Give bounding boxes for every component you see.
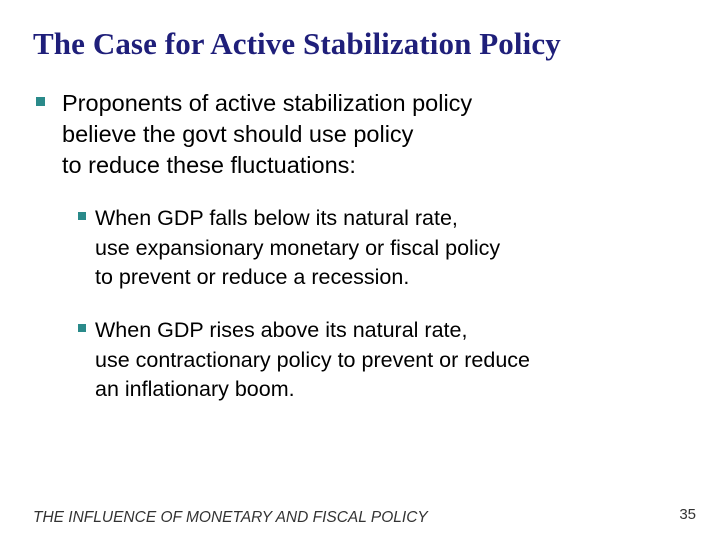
bullet-line: use contractionary policy to prevent or … — [95, 347, 531, 372]
bullet-item-level1: Proponents of active stabilization polic… — [36, 88, 622, 181]
slide-title: The Case for Active Stabilization Policy — [33, 26, 561, 61]
bullet-line: an inflationary boom. — [95, 377, 295, 401]
bullet-text: When GDP falls below its natural rate, u… — [95, 204, 675, 293]
bullet-line: use expansionary monetary or fiscal poli… — [95, 235, 501, 260]
square-bullet-icon — [78, 212, 86, 220]
square-bullet-icon — [78, 324, 86, 332]
bullet-line: Proponents of active stabilization polic… — [62, 90, 473, 116]
bullet-line: to reduce these fluctuations: — [62, 152, 356, 178]
bullet-item-level2: When GDP falls below its natural rate, u… — [78, 204, 675, 293]
slide-footer: THE INFLUENCE OF MONETARY AND FISCAL POL… — [33, 509, 428, 526]
bullet-line: believe the govt should use policy — [62, 121, 414, 147]
bullet-line: When GDP falls below its natural rate, — [95, 206, 458, 230]
bullet-line: to prevent or reduce a recession. — [95, 265, 410, 289]
bullet-item-level2: When GDP rises above its natural rate, u… — [78, 316, 675, 405]
square-bullet-icon — [36, 97, 45, 106]
bullet-line: When GDP rises above its natural rate, — [95, 318, 468, 342]
bullet-text: When GDP rises above its natural rate, u… — [95, 316, 675, 405]
bullet-text: Proponents of active stabilization polic… — [62, 88, 622, 181]
page-number: 35 — [679, 506, 696, 523]
